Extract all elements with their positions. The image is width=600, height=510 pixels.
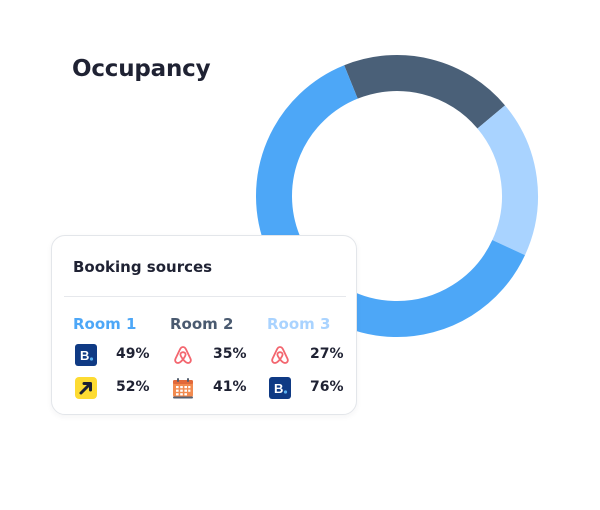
expedia-icon	[75, 377, 97, 399]
ring-segment-2	[477, 105, 538, 256]
room-column-1: Room 1 B 49% 52%	[73, 314, 173, 399]
divider	[64, 296, 346, 297]
card-title: Booking sources	[73, 258, 213, 276]
page-title: Occupancy	[72, 56, 211, 82]
ring-segment-1	[344, 55, 506, 129]
svg-text:B: B	[80, 348, 89, 363]
source-percentage: 49%	[116, 346, 150, 362]
source-row: 35%	[170, 344, 270, 368]
calendar-icon	[173, 378, 193, 399]
source-percentage: 52%	[116, 379, 150, 395]
source-row: B 76%	[267, 377, 367, 401]
booking-com-icon: B	[75, 344, 97, 366]
source-percentage: 76%	[310, 379, 344, 395]
source-percentage: 27%	[310, 346, 344, 362]
room-column-2: Room 2 35%	[170, 314, 270, 399]
source-percentage: 35%	[213, 346, 247, 362]
ring-segment-4	[256, 65, 359, 249]
room-name: Room 3	[267, 315, 331, 333]
room-column-3: Room 3 27% B 76%	[267, 314, 367, 399]
booking-sources-card: Booking sources Room 1 B 49% 52%	[51, 235, 357, 415]
svg-text:B: B	[274, 381, 283, 396]
airbnb-icon	[174, 346, 192, 364]
source-row: 41%	[170, 377, 270, 401]
source-percentage: 41%	[213, 379, 247, 395]
room-name: Room 1	[73, 315, 137, 333]
source-row: 52%	[73, 377, 173, 401]
source-row: 27%	[267, 344, 367, 368]
source-row: B 49%	[73, 344, 173, 368]
booking-com-icon: B	[269, 377, 291, 399]
room-name: Room 2	[170, 315, 234, 333]
airbnb-icon	[271, 346, 289, 364]
